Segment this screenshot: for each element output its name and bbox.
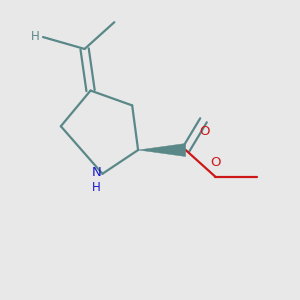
Polygon shape	[138, 143, 186, 157]
Text: O: O	[200, 125, 210, 138]
Text: H: H	[92, 181, 101, 194]
Text: N: N	[92, 166, 101, 179]
Text: O: O	[210, 156, 220, 169]
Text: H: H	[31, 30, 40, 43]
